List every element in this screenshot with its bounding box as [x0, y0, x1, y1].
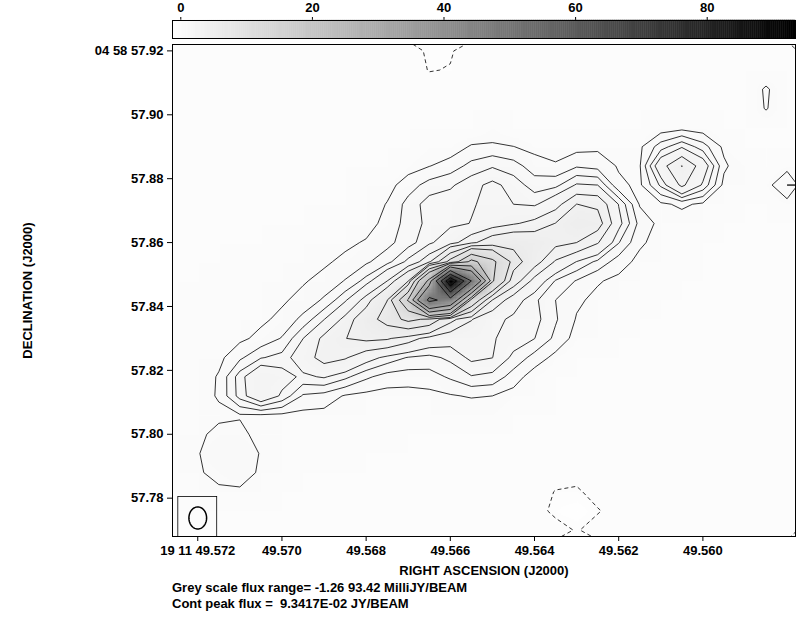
svg-text:0: 0: [177, 0, 184, 15]
svg-text:49.570: 49.570: [262, 543, 302, 558]
svg-text:04 58 57.92: 04 58 57.92: [95, 43, 164, 58]
svg-text:57.86: 57.86: [131, 235, 164, 250]
html-text:Grey scale flux range= -1.26 9: Grey scale flux range= -1.26 93.42 Milli…: [172, 580, 468, 595]
svg-text:49.566: 49.566: [430, 543, 470, 558]
svg-text:57.78: 57.78: [131, 490, 164, 505]
svg-text:57.90: 57.90: [131, 107, 164, 122]
svg-text:DECLINATION (J2000): DECLINATION (J2000): [20, 222, 35, 358]
svg-text:57.88: 57.88: [131, 171, 164, 186]
svg-text:20: 20: [305, 0, 319, 15]
svg-text:19 11 49.572: 19 11 49.572: [160, 543, 235, 558]
svg-text:57.80: 57.80: [131, 426, 164, 441]
svg-text:57.82: 57.82: [131, 363, 164, 378]
svg-text:49.564: 49.564: [515, 543, 556, 558]
svg-text:60: 60: [568, 0, 582, 15]
svg-text:57.84: 57.84: [131, 299, 164, 314]
svg-text:49.560: 49.560: [683, 543, 723, 558]
svg-text:40: 40: [437, 0, 451, 15]
html-text:Cont peak flux = 9.3417E-02 JY: Cont peak flux = 9.3417E-02 JY/BEAM: [172, 596, 409, 611]
svg-text:80: 80: [700, 0, 714, 15]
svg-text:49.562: 49.562: [599, 543, 639, 558]
svg-text:RIGHT ASCENSION (J2000): RIGHT ASCENSION (J2000): [399, 563, 568, 578]
svg-text:49.568: 49.568: [346, 543, 386, 558]
